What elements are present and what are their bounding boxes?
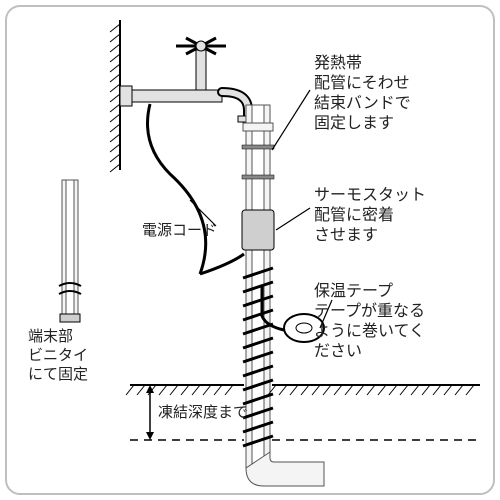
heating_band: 発熱帯 配管にそわせ 結束バンドで 固定します (314, 54, 411, 134)
power_cord: 電源コード (142, 222, 217, 241)
insulation_tape: 保温テープ テープが重なる ように巻いてく ださい (314, 282, 425, 362)
terminal: 端末部 ビニタイ にて固定 (28, 328, 88, 384)
thermostat: サーモスタット 配管に密着 させます (314, 186, 426, 246)
frost_depth: 凍結深度まで (158, 404, 248, 423)
